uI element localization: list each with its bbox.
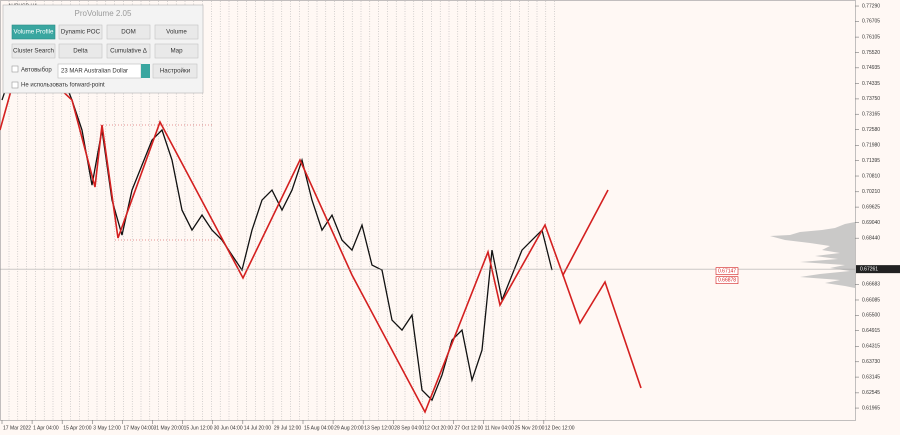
y-tick-label: 0.74335 [862, 81, 880, 87]
level-box [715, 267, 739, 275]
panel-button[interactable] [58, 43, 103, 59]
current-price-label: 0.67261 [860, 266, 878, 272]
settings-button[interactable] [152, 63, 198, 79]
y-tick-label: 0.70810 [862, 173, 880, 179]
checkbox[interactable] [11, 81, 19, 89]
y-tick-label: 0.77290 [862, 3, 880, 9]
panel-button-label: Volume [166, 29, 187, 36]
checkbox[interactable] [11, 65, 19, 73]
settings-label: Настройки [160, 68, 191, 75]
x-tick-label: 17 Mar 2022 [3, 425, 31, 431]
current-price-box [856, 265, 900, 274]
y-tick-label: 0.63145 [862, 374, 880, 380]
x-tick-label: 29 Aug 20:00 [334, 425, 364, 431]
x-tick-label: 28 Sep 04:00 [394, 425, 424, 431]
y-tick-label: 0.63730 [862, 359, 880, 365]
panel-button[interactable] [154, 24, 199, 40]
instrument: 23 MAR Australian Dollar [61, 69, 128, 75]
panel-button-label: Volume Profile [14, 29, 54, 36]
y-tick-label: 0.71395 [862, 158, 880, 164]
panel-button[interactable] [11, 24, 56, 40]
y-tick-label: 0.66085 [862, 297, 880, 303]
y-tick-label: 0.76705 [862, 19, 880, 25]
volume-profile [770, 222, 855, 288]
x-tick-label: 13 Sep 12:00 [364, 425, 394, 431]
panel-button-label: Cluster Search [13, 48, 54, 55]
panel-button[interactable] [106, 43, 151, 59]
y-tick-label: 0.73165 [862, 112, 880, 118]
x-tick-label: 30 Jun 04:00 [214, 425, 243, 431]
y-tick-label: 0.68440 [862, 236, 880, 242]
price-line [1, 49, 553, 402]
panel-button-label: Map [170, 48, 183, 55]
x-tick-label: 15 Jun 12:00 [184, 425, 213, 431]
chart-frame [0, 0, 856, 421]
y-tick-label: 0.69040 [862, 220, 880, 226]
button-grid: Volume Profile Dynamic POC DOM Volume Cluste… [11, 24, 199, 59]
x-tick-label: 11 Nov 04:00 [485, 425, 515, 431]
y-tick-label: 0.70210 [862, 189, 880, 195]
provolume-panel: ProVolume 2.05 Volume Profile Dynamic POC… [2, 4, 204, 94]
x-tick-label: 3 May 12:00 [93, 425, 121, 431]
x-tick-label: 27 Oct 12:00 [455, 425, 484, 431]
x-tick-label: 14 Jul 20:00 [244, 425, 271, 431]
panel-button[interactable] [154, 43, 199, 59]
x-tick-label: 15 Apr 20:00 [63, 425, 92, 431]
x-tick-label: 31 May 20:00 [154, 425, 185, 431]
panel-button-label: Cumulative Δ [110, 48, 147, 55]
x-tick-label: 12 Dec 12:00 [545, 425, 575, 431]
panel-button[interactable] [58, 24, 103, 40]
x-tick-label: 15 Aug 04:00 [304, 425, 334, 431]
auto-select-label: Автовыбор [21, 68, 52, 74]
panel-title: ProVolume 2.05 [75, 9, 132, 18]
dropdown-arrow[interactable] [141, 64, 150, 78]
panel-button[interactable] [106, 24, 151, 40]
y-tick-label: 0.69625 [862, 204, 880, 210]
y-tick-label: 0.71980 [862, 143, 880, 149]
level-label: 0.67147 [718, 268, 736, 274]
x-tick-label: 12 Oct 20:00 [424, 425, 453, 431]
y-tick-label: 0.72580 [862, 127, 880, 133]
y-tick-label: 0.75520 [862, 50, 880, 56]
y-tick-label: 0.64915 [862, 328, 880, 334]
y-tick-label: 0.74935 [862, 65, 880, 71]
y-tick-label: 0.65500 [862, 313, 880, 319]
y-tick-label: 0.64315 [862, 344, 880, 350]
x-tick-label: 1 Apr 04:00 [33, 425, 59, 431]
panel-button-label: Dynamic POC [61, 29, 101, 36]
y-tick-label: 0.62545 [862, 390, 880, 396]
plot [1, 49, 553, 402]
x-tick-label: 17 May 04:00 [123, 425, 154, 431]
wave-projection [562, 274, 642, 389]
x-tick-label: 29 Jul 12:00 [274, 425, 301, 431]
level-label: 0.66878 [718, 278, 736, 284]
y-tick-label: 0.66683 [862, 282, 880, 288]
panel-button-label: DOM [121, 29, 135, 36]
panel-button[interactable] [11, 43, 56, 59]
panel-button-label: Delta [73, 48, 88, 55]
y-tick-label: 0.73750 [862, 96, 880, 102]
forward-point-label: Не использовать forward-point [21, 83, 105, 89]
y-tick-label: 0.76105 [862, 34, 880, 40]
level-box [715, 276, 739, 284]
x-tick-label: 25 Nov 20:00 [515, 425, 545, 431]
y-tick-label: 0.61965 [862, 405, 880, 411]
